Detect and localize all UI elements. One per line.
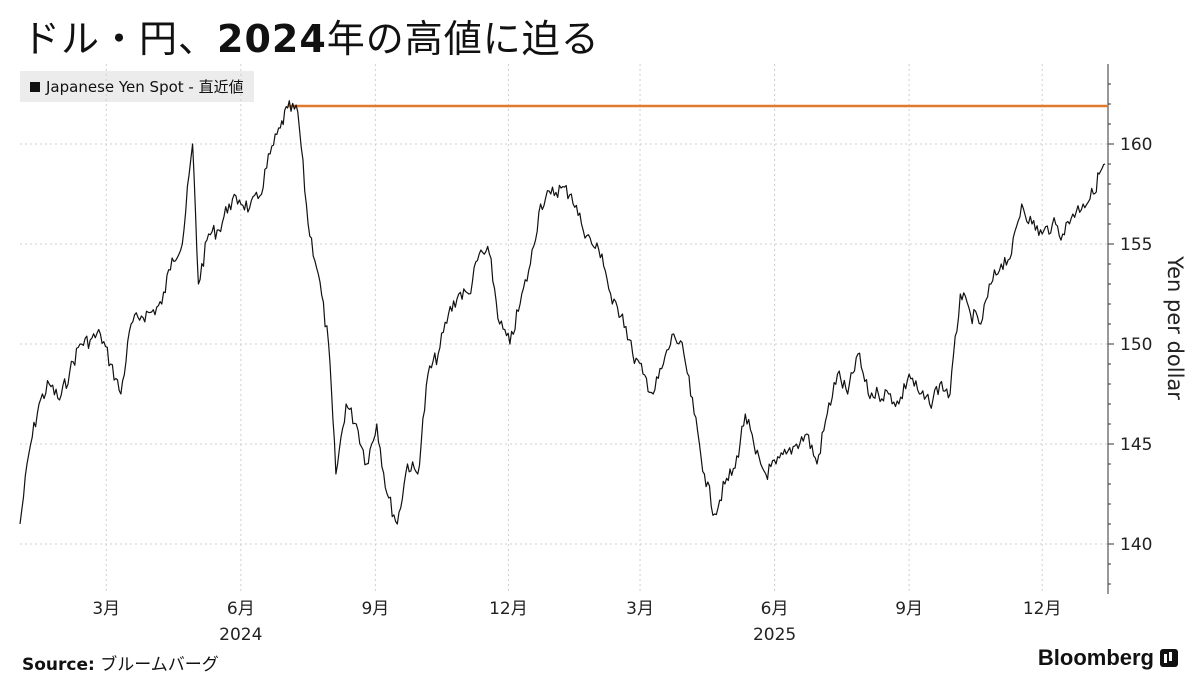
legend-swatch <box>30 82 40 92</box>
x-axis: 3月 6月 9月 12月 3月 6月 9月 12月 2024 2025 <box>92 599 1061 645</box>
source-note: Source: ブルームバーグ <box>22 650 219 675</box>
series-line <box>19 100 1106 525</box>
x-tick-label: 3月 <box>92 599 120 619</box>
source-value: ブルームバーグ <box>100 655 219 675</box>
title-year: 2024 <box>217 17 327 61</box>
title-suffix: 年の高値に迫る <box>326 17 600 61</box>
x-tick-label: 12月 <box>489 599 528 619</box>
y-tick-label: 145 <box>1120 435 1152 455</box>
x-tick-label: 6月 <box>227 599 255 619</box>
x-year-label: 2024 <box>219 625 262 645</box>
grid-lines <box>20 64 1108 594</box>
x-tick-label: 9月 <box>895 599 923 619</box>
chart-legend: Japanese Yen Spot - 直近値 <box>20 71 254 102</box>
source-key: Source: <box>22 655 95 675</box>
series-layer <box>19 100 1108 525</box>
brand-name: Bloomberg <box>1037 645 1154 670</box>
brand-logo: Bloomberg <box>1038 645 1178 671</box>
bloomberg-icon <box>1160 649 1178 667</box>
y-tick-label: 155 <box>1120 235 1152 255</box>
x-year-label: 2025 <box>753 625 796 645</box>
x-tick-label: 6月 <box>761 599 789 619</box>
y-tick-label: 140 <box>1120 535 1152 555</box>
y-tick-label: 150 <box>1120 335 1152 355</box>
y-tick-label: 160 <box>1120 135 1152 155</box>
x-tick-label: 3月 <box>626 599 654 619</box>
legend-label: Japanese Yen Spot - 直近値 <box>46 78 244 96</box>
y-axis: 140 145 150 155 160 <box>1107 64 1152 594</box>
y-axis-label: Yen per dollar <box>1163 255 1187 400</box>
x-tick-label: 12月 <box>1023 599 1062 619</box>
title-prefix: ドル・円、 <box>22 17 218 61</box>
x-tick-label: 9月 <box>361 599 389 619</box>
page-title: ドル・円、2024年の高値に迫る <box>22 8 600 63</box>
